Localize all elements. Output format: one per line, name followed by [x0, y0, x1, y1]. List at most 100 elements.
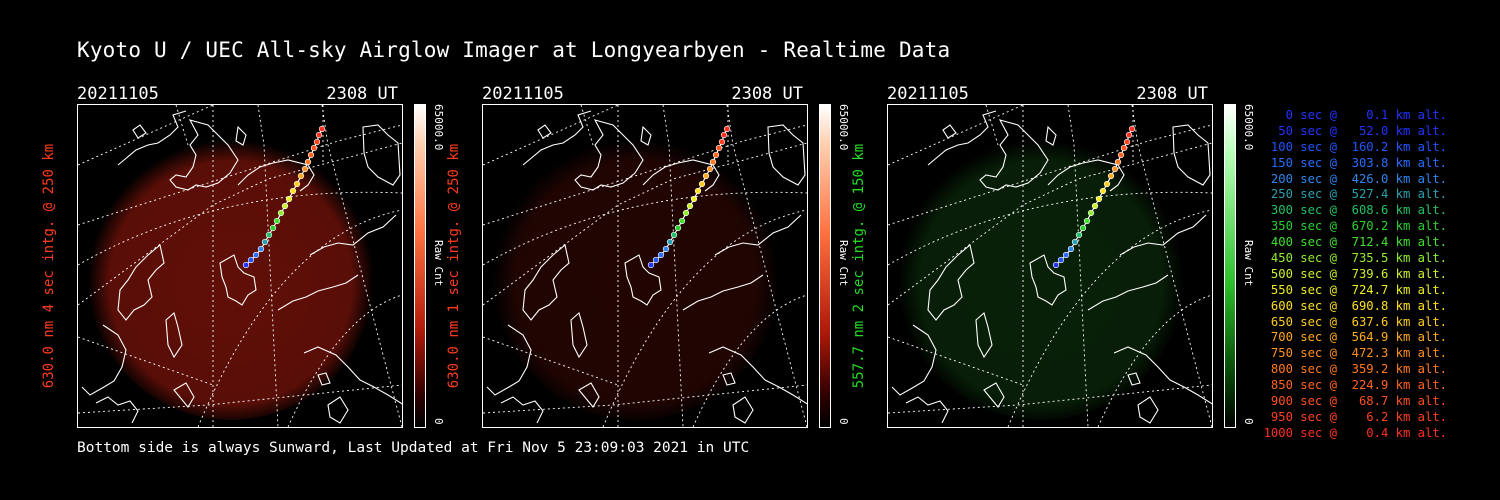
colorbar-unit: Raw Cnt — [432, 240, 445, 287]
trajectory-point — [242, 261, 250, 269]
trajectory-point — [318, 125, 326, 133]
legend-entry: 300 sec @ 608.6 km alt. — [1263, 203, 1447, 218]
trajectory-point — [269, 224, 277, 232]
panel-wavelength-label: 557.7 nm 2 sec intg. @ 150 km — [851, 143, 867, 389]
legend-entry: 600 sec @ 690.8 km alt. — [1263, 298, 1447, 313]
panel-wavelength-label: 630.0 nm 1 sec intg. @ 250 km — [446, 143, 462, 389]
trajectory-point — [1099, 187, 1107, 195]
trajectory-point — [1057, 256, 1065, 264]
trajectory-point — [301, 165, 309, 173]
panel-date: 20211105 — [887, 84, 969, 104]
panel-time: 2308 UT — [1136, 84, 1208, 104]
legend-entry: 750 sec @ 472.3 km alt. — [1263, 346, 1447, 361]
trajectory-point — [1095, 195, 1103, 203]
lat-lon-grid — [483, 105, 807, 427]
trajectory-point — [666, 238, 674, 246]
trajectory-point — [712, 151, 720, 159]
trajectory-point — [313, 138, 321, 146]
colorbar-max: 65000.0 — [837, 104, 850, 151]
trajectory-point — [289, 187, 297, 195]
legend-entry: 650 sec @ 637.6 km alt. — [1263, 314, 1447, 329]
panel-time: 2308 UT — [731, 84, 803, 104]
legend-entry: 0 sec @ 0.1 km alt. — [1263, 108, 1447, 122]
allsky-map — [77, 104, 403, 428]
trajectory-point — [720, 131, 728, 139]
trajectory-point — [261, 238, 269, 246]
trajectory-point — [257, 245, 265, 253]
airglow-panel-1: 20211105 2308 UT 630.0 nm 4 sec intg. @ … — [41, 80, 485, 430]
trajectory-point — [718, 138, 726, 146]
legend-entry: 50 sec @ 52.0 km alt. — [1263, 123, 1447, 138]
trajectory-point — [273, 217, 281, 225]
colorbar — [819, 104, 831, 428]
trajectory-point — [652, 256, 660, 264]
trajectory-point — [678, 217, 686, 225]
trajectory-point — [277, 209, 285, 217]
trajectory-point — [682, 209, 690, 217]
allsky-map-svg — [483, 105, 807, 427]
trajectory-point — [1123, 138, 1131, 146]
colorbar-unit: Raw Cnt — [837, 240, 850, 287]
trajectory-point — [315, 131, 323, 139]
trajectory-point — [690, 195, 698, 203]
allsky-map — [482, 104, 808, 428]
trajectory-point — [670, 231, 678, 239]
legend-entry: 950 sec @ 6.2 km alt. — [1263, 409, 1447, 424]
trajectory-point — [1117, 151, 1125, 159]
colorbar — [1224, 104, 1236, 428]
trajectory-point — [1103, 180, 1111, 188]
trajectory-point — [307, 151, 315, 159]
trajectory-point — [1071, 238, 1079, 246]
trajectory-point — [1062, 251, 1070, 259]
colorbar-min: 0 — [837, 418, 850, 425]
legend-entry: 450 sec @ 735.5 km alt. — [1263, 251, 1447, 266]
trajectory-point — [647, 261, 655, 269]
trajectory-point — [698, 180, 706, 188]
colorbar-max: 65000.0 — [1242, 104, 1255, 151]
page-title: Kyoto U / UEC All-sky Airglow Imager at … — [77, 38, 951, 62]
trajectory-point — [1087, 209, 1095, 217]
legend-entry: 1000 sec @ 0.4 km alt. — [1263, 425, 1447, 440]
airglow-panel-2: 20211105 2308 UT 630.0 nm 1 sec intg. @ … — [446, 80, 890, 430]
legend-entry: 800 sec @ 359.2 km alt. — [1263, 362, 1447, 377]
coastlines — [81, 110, 402, 424]
trajectory-point — [297, 172, 305, 180]
trajectory-point — [694, 187, 702, 195]
legend-entry: 150 sec @ 303.8 km alt. — [1263, 155, 1447, 170]
allsky-map-svg — [78, 105, 402, 427]
legend-entry: 350 sec @ 670.2 km alt. — [1263, 219, 1447, 234]
legend-entry: 500 sec @ 739.6 km alt. — [1263, 266, 1447, 281]
legend-entry: 550 sec @ 724.7 km alt. — [1263, 282, 1447, 297]
trajectory-point — [1083, 217, 1091, 225]
trajectory-point — [674, 224, 682, 232]
legend-entry: 700 sec @ 564.9 km alt. — [1263, 330, 1447, 345]
trajectory-point — [702, 172, 710, 180]
trajectory-point — [662, 245, 670, 253]
allsky-map-svg — [888, 105, 1212, 427]
airglow-panel-3: 20211105 2308 UT 557.7 nm 2 sec intg. @ … — [851, 80, 1295, 430]
satellite-trajectory — [647, 125, 731, 269]
trajectory-point — [1114, 158, 1122, 166]
legend-entry: 250 sec @ 527.4 km alt. — [1263, 187, 1447, 202]
trajectory-point — [293, 180, 301, 188]
airglow-image — [88, 134, 374, 420]
trajectory-point — [709, 158, 717, 166]
colorbar-unit: Raw Cnt — [1242, 240, 1255, 287]
trajectory-point — [265, 231, 273, 239]
trajectory-point — [247, 256, 255, 264]
panel-date: 20211105 — [77, 84, 159, 104]
trajectory-point — [285, 195, 293, 203]
trajectory-point — [310, 144, 318, 152]
colorbar-min: 0 — [1242, 418, 1255, 425]
satellite-trajectory — [1052, 125, 1136, 269]
trajectory-point — [1079, 224, 1087, 232]
trajectory-point — [1067, 245, 1075, 253]
trajectory-point — [723, 125, 731, 133]
trajectory-point — [304, 158, 312, 166]
trajectory-point — [281, 202, 289, 210]
lat-lon-grid — [888, 105, 1212, 427]
legend-entry: 850 sec @ 224.9 km alt. — [1263, 378, 1447, 393]
trajectory-point — [686, 202, 694, 210]
colorbar-max: 65000.0 — [432, 104, 445, 151]
satellite-trajectory — [242, 125, 326, 269]
